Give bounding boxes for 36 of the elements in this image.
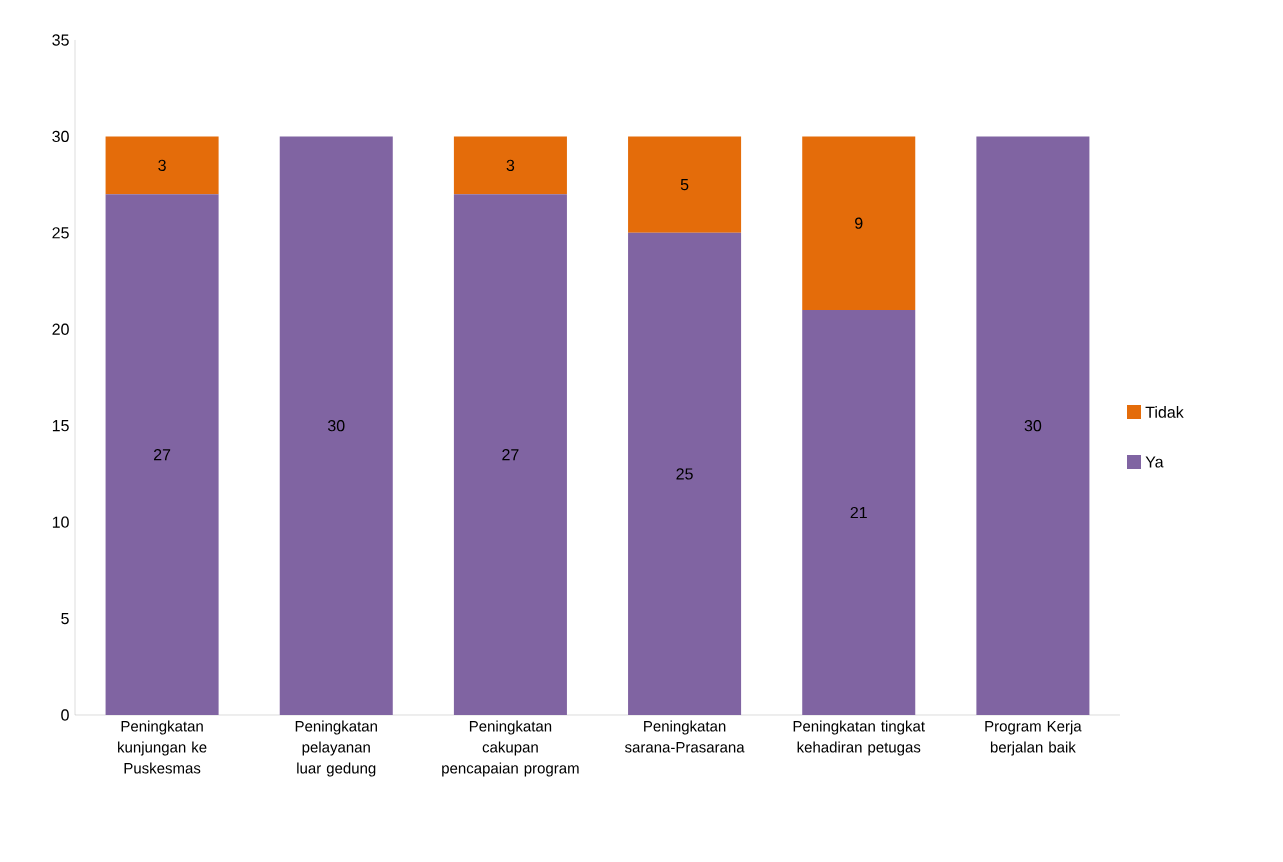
bar <box>453 136 567 195</box>
data-label: 25 <box>676 468 693 480</box>
data-label: 27 <box>153 449 171 461</box>
data-label: 27 <box>502 449 519 461</box>
data-label: 30 <box>1024 420 1042 432</box>
y-tick-label: 30 <box>52 130 69 143</box>
x-tick-label: Peningkatan sarana-Prasarana <box>624 720 745 753</box>
data-label: 21 <box>850 506 867 519</box>
bar <box>628 136 742 233</box>
bar <box>453 194 567 715</box>
bar <box>976 136 1090 715</box>
bar <box>279 136 393 715</box>
data-label: 5 <box>680 179 689 191</box>
legend-label: Ya <box>1145 456 1164 468</box>
x-tick-label: Program Kerja berjalan baik <box>985 720 1082 756</box>
legend-label: Tidak <box>1145 406 1184 418</box>
data-label: 9 <box>855 217 863 229</box>
x-tick-label: Peningkatan kunjungan ke Puskesmas <box>118 720 207 774</box>
y-tick-label: 10 <box>52 516 69 528</box>
y-tick-label: 20 <box>52 323 69 335</box>
bar <box>105 136 219 195</box>
data-label: 30 <box>327 420 345 432</box>
y-tick-label: 5 <box>61 612 69 625</box>
data-label: 3 <box>158 159 166 172</box>
x-tick-label: Peningkatan pelayanan luar gedung <box>295 720 377 777</box>
bar <box>628 232 742 715</box>
y-tick-label: 0 <box>61 709 69 721</box>
data-label: 3 <box>506 159 515 172</box>
y-tick-label: 15 <box>52 420 69 432</box>
bar <box>105 194 219 715</box>
x-tick-label: Peningkatan tingkat kehadiran petugas <box>793 720 925 756</box>
bar <box>802 136 916 310</box>
bar <box>802 309 916 715</box>
x-tick-label: Peningkatan cakupan pencapaian program <box>442 720 579 777</box>
y-tick-label: 35 <box>52 34 69 46</box>
y-tick-label: 25 <box>52 227 69 239</box>
